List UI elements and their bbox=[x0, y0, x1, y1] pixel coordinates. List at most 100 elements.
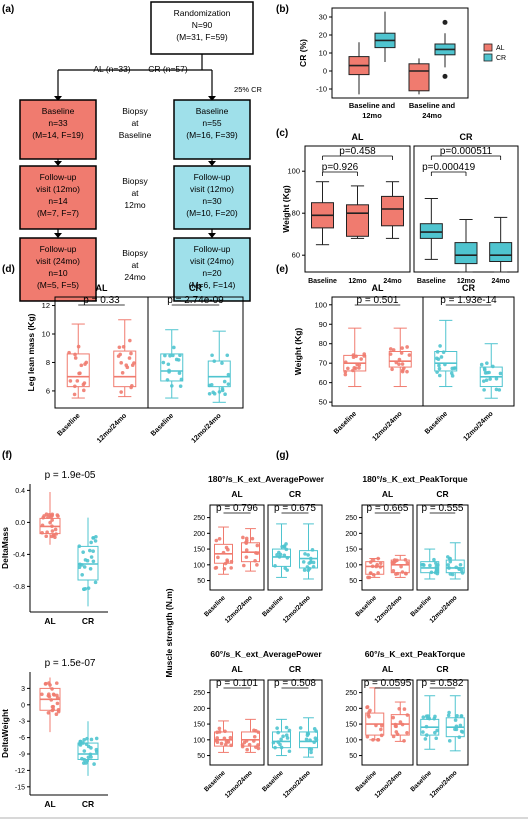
panel-label: (g) bbox=[276, 450, 289, 461]
panel-g-box-point bbox=[306, 568, 311, 573]
panel-g-section-title: 60°/s_K_ext_PeakTorque bbox=[365, 649, 466, 659]
al-stage-text: visit (24mo) bbox=[36, 256, 80, 266]
panel-b-cr-outlier bbox=[442, 19, 448, 25]
panel-g-y-tick-label: 250 bbox=[193, 690, 205, 697]
panel-g-box-point bbox=[446, 713, 451, 718]
panel-c-box-box bbox=[489, 242, 513, 263]
panel-c-pvalue: p=0.000511 bbox=[440, 146, 493, 157]
panel-d-box-point bbox=[210, 353, 214, 358]
panel-g-box-point bbox=[421, 715, 426, 720]
panel-g-xlabel: Baseline bbox=[409, 769, 433, 793]
panel-e-y-tick-label: 80 bbox=[319, 339, 327, 348]
panel-g-xlabel: Baseline bbox=[354, 594, 378, 618]
biopsy-label: 12mo bbox=[124, 200, 146, 210]
panel-e-box-point bbox=[388, 352, 393, 356]
panel-g-y-tick-label: 200 bbox=[345, 706, 357, 713]
panel-g-facet-title: CR bbox=[289, 664, 301, 674]
panel-f2-y-tick-label: -12 bbox=[15, 768, 25, 775]
panel-g-pvalue: p = 0.0595 bbox=[364, 678, 412, 689]
panel-g-y-tick-label: 50 bbox=[197, 753, 205, 760]
panel-g-box-point bbox=[284, 725, 289, 730]
panel-f2-xlabel: CR bbox=[82, 799, 94, 809]
panel-g-frame bbox=[267, 504, 323, 591]
panel-g-box-point bbox=[306, 732, 311, 736]
panel-e-box-point bbox=[482, 366, 487, 371]
panel-g-box-point bbox=[229, 566, 233, 570]
panel-d-pvalue: p = 2.74e-09 bbox=[167, 295, 224, 306]
panel-g-box-point bbox=[280, 544, 284, 549]
panel-f1-box-point bbox=[50, 512, 55, 517]
panel-g-box-point bbox=[379, 733, 384, 738]
panel-f2-box-point bbox=[83, 761, 88, 765]
panel-f2-box-point bbox=[81, 741, 85, 745]
panel-g-box-point bbox=[219, 741, 224, 746]
panel-g-box-point bbox=[374, 723, 378, 728]
panel-g-box-point bbox=[310, 548, 315, 552]
panel-g-box-point bbox=[379, 723, 384, 728]
panel-d-xlabel: 12mo/24mo bbox=[96, 412, 128, 444]
panel-g-box-point bbox=[223, 729, 227, 734]
panel-label: (d) bbox=[2, 264, 15, 275]
panel-g-box-point bbox=[448, 572, 453, 576]
panel-f1-box-point bbox=[53, 527, 58, 532]
panel-d-box-point bbox=[73, 384, 77, 389]
panel-d-y-tick-label: 8 bbox=[46, 358, 50, 367]
panel-e-y-tick-label: 50 bbox=[319, 398, 327, 407]
panel-d-box-point bbox=[129, 351, 133, 356]
panel-g-box-point bbox=[391, 568, 396, 573]
panel-f2-xlabel: AL bbox=[44, 799, 55, 809]
panel-g-facet-title: AL bbox=[382, 664, 393, 674]
panel-e-box-point bbox=[402, 366, 406, 370]
panel-f1-y-tick-label: -0.8 bbox=[13, 584, 25, 591]
panel-f1-box-point bbox=[93, 580, 98, 585]
panel-g-box-point bbox=[301, 560, 306, 564]
panel-g-section-title: 180°/s_K_ext_PeakTorque bbox=[362, 474, 468, 484]
panel-g-box-point bbox=[423, 737, 428, 741]
al-stage-box bbox=[19, 165, 97, 230]
panel-e-box-point bbox=[399, 351, 404, 355]
panel-g-box-point bbox=[311, 560, 316, 565]
panel-d-box-point bbox=[124, 363, 129, 368]
panel-g-y-tick-label: 100 bbox=[193, 562, 205, 569]
panel-e-box-point bbox=[357, 363, 362, 367]
panel-g-y-tick-label: 200 bbox=[193, 531, 205, 538]
panel-g-xlabel: 12mo/24mo bbox=[282, 769, 312, 799]
panel-g-box-point bbox=[245, 747, 249, 752]
panel-g-box-point bbox=[312, 740, 316, 745]
panel-g-section-title: 180°/s_K_ext_AveragePower bbox=[208, 474, 325, 484]
panel-g-box-point bbox=[367, 710, 371, 714]
panel-g-box-point bbox=[459, 568, 464, 573]
panel-b-y-tick-label: 0 bbox=[323, 67, 327, 76]
panel-c-pvalue: p=0.926 bbox=[322, 162, 359, 173]
panel-c-y-tick-label: 60 bbox=[292, 251, 300, 260]
panel-g-box-point bbox=[215, 736, 220, 740]
panel-f2-box-point bbox=[50, 687, 54, 691]
panel-g-box-point bbox=[435, 728, 439, 733]
panel-g-box-point bbox=[279, 737, 283, 742]
panel-d-box-point bbox=[211, 390, 215, 395]
panel-g-y-tick-label: 150 bbox=[193, 547, 205, 554]
panel-d-box-point bbox=[119, 361, 124, 365]
panel-d-box-point bbox=[176, 358, 181, 362]
cr-stage-box bbox=[173, 99, 251, 160]
panel-e-box-point bbox=[407, 353, 412, 357]
panel-g-box-point bbox=[400, 722, 405, 727]
panel-b-ylabel: CR (%) bbox=[298, 39, 308, 67]
panel-g-box-point bbox=[370, 564, 375, 569]
panel-d-box-point bbox=[222, 379, 227, 384]
panel-g-box-point bbox=[247, 742, 252, 747]
panel-e-box-point bbox=[443, 362, 447, 367]
panel-d-y-tick-label: 10 bbox=[42, 330, 50, 339]
panel-d-box-point bbox=[220, 386, 225, 391]
panel-d-box-point bbox=[128, 338, 132, 343]
panel-e-box-point bbox=[388, 347, 393, 351]
panel-e-box-point bbox=[485, 361, 489, 365]
panel-g-box-point bbox=[376, 556, 380, 561]
panel-d-facet-title: CR bbox=[189, 283, 202, 293]
panel-g-box-point bbox=[403, 571, 408, 576]
panel-g-box-point bbox=[309, 556, 313, 561]
panel-e-box-point bbox=[397, 357, 402, 362]
cr-stage-text: (M=16, F=39) bbox=[186, 130, 238, 140]
panel-g-y-tick-label: 150 bbox=[193, 722, 205, 729]
panel-g-facet-title: CR bbox=[289, 489, 301, 499]
